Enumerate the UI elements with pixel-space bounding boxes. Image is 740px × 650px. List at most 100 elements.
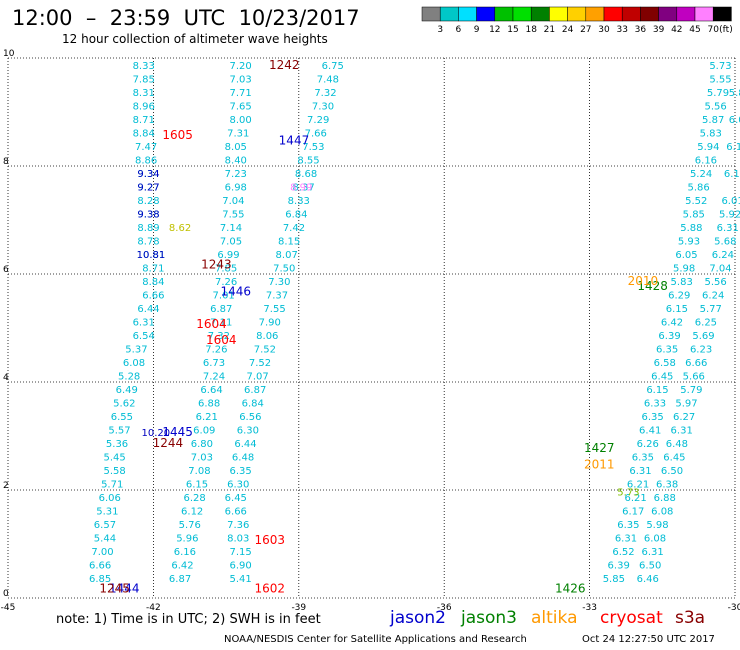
- swh-value-label: 6.08: [644, 533, 666, 544]
- pass-time-label-s3a: 1244: [153, 436, 184, 450]
- swh-value-label: 8.89: [137, 223, 159, 234]
- swh-value-label: 6.31: [717, 223, 739, 234]
- swh-value-label: 6.27: [673, 412, 695, 423]
- swh-value-label: 6.56: [239, 412, 261, 423]
- swh-value-label: 8.03: [227, 533, 249, 544]
- legend-jason3: jason3: [461, 608, 517, 628]
- swh-value-label: 5.52: [685, 196, 707, 207]
- swh-value-label: 5.97: [675, 398, 697, 409]
- legend-cryosat: cryosat: [600, 608, 663, 628]
- pass-time-label-altika: 2010: [628, 274, 659, 288]
- swh-value-label: 5.37: [125, 344, 147, 355]
- swh-value-label: 5.83: [671, 277, 693, 288]
- swh-value-label: 5.56: [704, 277, 726, 288]
- color-scale-bar: 3 6 9 12 15 18 21 24 27 30 33 36 39 42 45 70 (ft): [421, 6, 732, 34]
- swh-value-label: 5.77: [700, 304, 722, 315]
- swh-value-label: 6.16: [724, 169, 740, 180]
- swh-value-label: 6.49: [116, 385, 138, 396]
- swh-value-label: 8.28: [137, 196, 159, 207]
- swh-value-label: 6.33: [644, 398, 666, 409]
- swh-value-label: 5.85: [603, 574, 625, 585]
- swh-value-label: 9.38: [137, 209, 159, 220]
- swh-value-label: 6.29: [668, 290, 690, 301]
- swh-value-label: 5.92: [719, 209, 740, 220]
- swh-value-label: 5.28: [118, 371, 140, 382]
- pass-time-label-jason3: 1428: [637, 279, 668, 293]
- swh-value-label: 5.58: [103, 466, 125, 477]
- swh-value-label: 5.87: [702, 115, 724, 126]
- swh-value-label: 7.31: [227, 128, 249, 139]
- swh-value-label: 6.21: [627, 479, 649, 490]
- pass-time-label-altika: 2011: [584, 457, 615, 471]
- legend-s3a: s3a: [675, 608, 706, 628]
- swh-value-label: 6.38: [656, 479, 678, 490]
- swh-value-label: 6.58: [654, 358, 676, 369]
- color-scale-label: 15: [507, 25, 518, 34]
- chart-title: 12:00 – 23:59 UTC 10/23/2017: [12, 6, 360, 30]
- swh-value-label: 6.21: [196, 412, 218, 423]
- swh-value-label: 8.84: [142, 277, 164, 288]
- swh-value-label: 6.24: [712, 250, 734, 261]
- pass-time-label-s3a: 1243: [201, 258, 232, 272]
- swh-value-label: 7.26: [205, 344, 227, 355]
- swh-value-label: 5.76: [179, 520, 201, 531]
- swh-value-label: 6.42: [661, 317, 683, 328]
- pass-time-label-jason2: 1444: [109, 582, 140, 596]
- swh-value-label: 9.27: [137, 182, 159, 193]
- swh-value-label: 5.44: [94, 533, 116, 544]
- swh-value-label: 6.52: [612, 547, 634, 558]
- swh-value-label: 5.79: [680, 385, 702, 396]
- swh-value-label: 8.15: [278, 236, 300, 247]
- swh-value-label: 6.16: [695, 155, 717, 166]
- swh-value-label: 6.15: [666, 304, 688, 315]
- swh-value-label: 7.55: [263, 304, 285, 315]
- swh-value-label: 6.16: [174, 547, 196, 558]
- swh-value-label: 6.31: [641, 547, 663, 558]
- swh-value-label: 8.33: [288, 196, 310, 207]
- swh-value-label: 8.40: [225, 155, 247, 166]
- y-tick-label: 0: [3, 589, 9, 599]
- swh-value-label: 5.86: [688, 182, 710, 193]
- swh-value-label: 5.68: [714, 236, 736, 247]
- swh-value-label: 6.48: [666, 439, 688, 450]
- swh-value-label: 6.57: [94, 520, 116, 531]
- pass-time-label-cryosat: 1602: [254, 582, 285, 596]
- swh-value-label: 8.37: [293, 182, 315, 193]
- y-tick-label: 4: [3, 373, 9, 383]
- swh-value-label: 7.30: [268, 277, 290, 288]
- color-scale-label: 39: [653, 25, 665, 34]
- swh-value-label: 7.48: [317, 74, 339, 85]
- x-tick-label: -45: [1, 603, 16, 612]
- color-scale-label: 12: [489, 25, 500, 34]
- swh-value-label: 5.57: [108, 425, 130, 436]
- swh-highlight-label: 9.38: [137, 209, 159, 220]
- swh-value-label: 5.55: [709, 74, 731, 85]
- credit-line: NOAA/NESDIS Center for Satellite Applica…: [224, 634, 527, 645]
- swh-value-label: 5.24: [690, 169, 712, 180]
- swh-value-label: 7.03: [191, 452, 213, 463]
- swh-value-label: 5.41: [230, 574, 252, 585]
- pass-time-label-jason3: 1427: [584, 441, 615, 455]
- swh-value-label: 7.52: [249, 358, 271, 369]
- swh-value-label: 6.31: [671, 425, 693, 436]
- swh-value-label: 7.71: [230, 88, 252, 99]
- swh-value-label: 6.73: [203, 358, 225, 369]
- swh-value-label: 8.71: [133, 115, 155, 126]
- swh-value-label: 5.71: [101, 479, 123, 490]
- swh-value-label: 7.04: [222, 196, 244, 207]
- swh-value-label: 6.99: [217, 250, 239, 261]
- swh-value-label: 7.20: [230, 61, 252, 72]
- x-tick-label: -30: [728, 603, 740, 612]
- swh-value-label: 6.87: [169, 574, 191, 585]
- swh-value-label: 7.08: [188, 466, 210, 477]
- swh-value-label: 5.36: [106, 439, 128, 450]
- swh-highlight-label: 5.73: [617, 487, 639, 498]
- swh-highlight-label: 9.27: [137, 182, 159, 193]
- swh-value-label: 6.30: [237, 425, 259, 436]
- swh-value-label: 7.36: [227, 520, 249, 531]
- swh-value-label: 8.55: [297, 155, 319, 166]
- swh-value-label: 6.17: [622, 506, 644, 517]
- swh-value-label: 8.78: [137, 236, 159, 247]
- chart-subtitle: 12 hour collection of altimeter wave hei…: [62, 32, 328, 46]
- swh-value-label: 6.44: [137, 304, 159, 315]
